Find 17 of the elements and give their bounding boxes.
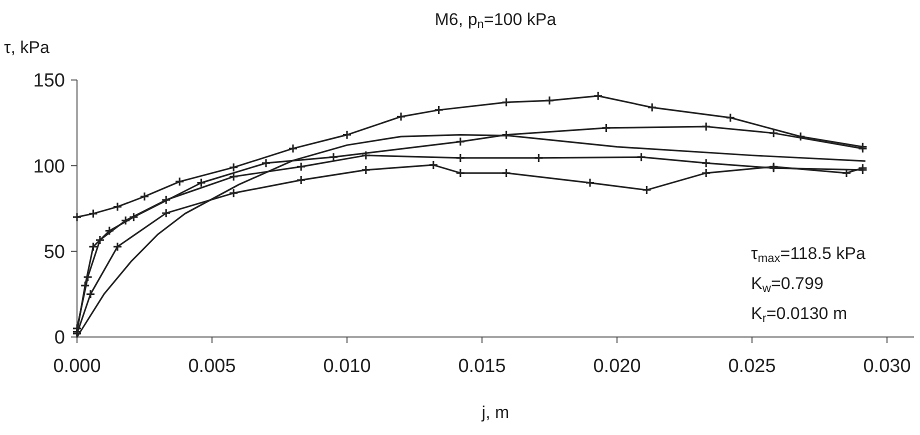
x-tick-label: 0.010 bbox=[323, 356, 371, 377]
y-axis-title: τ, kPa bbox=[4, 38, 50, 57]
annotation: K$_{w}$=0.799 bbox=[751, 274, 824, 295]
y-tick-label: 100 bbox=[33, 156, 65, 178]
y-tick-label: 50 bbox=[44, 242, 65, 263]
x-tick-label: 0.020 bbox=[593, 356, 641, 377]
y-tick-label: 150 bbox=[33, 70, 65, 92]
annotation: τ$_{max}$=118.5 kPa bbox=[751, 244, 866, 265]
y-tick-label: 0 bbox=[54, 328, 65, 349]
x-tick-label: 0.000 bbox=[53, 356, 101, 377]
chart-title: M6, p$_{n}$=100 kPa bbox=[434, 10, 557, 31]
x-tick-label: 0.005 bbox=[188, 356, 236, 377]
x-tick-label: 0.015 bbox=[458, 356, 506, 377]
x-tick-label: 0.025 bbox=[728, 356, 776, 377]
x-axis-title: j, m bbox=[480, 403, 510, 422]
annotation: K$_{r}$=0.0130 m bbox=[751, 304, 848, 325]
x-tick-label: 0.030 bbox=[863, 356, 911, 377]
